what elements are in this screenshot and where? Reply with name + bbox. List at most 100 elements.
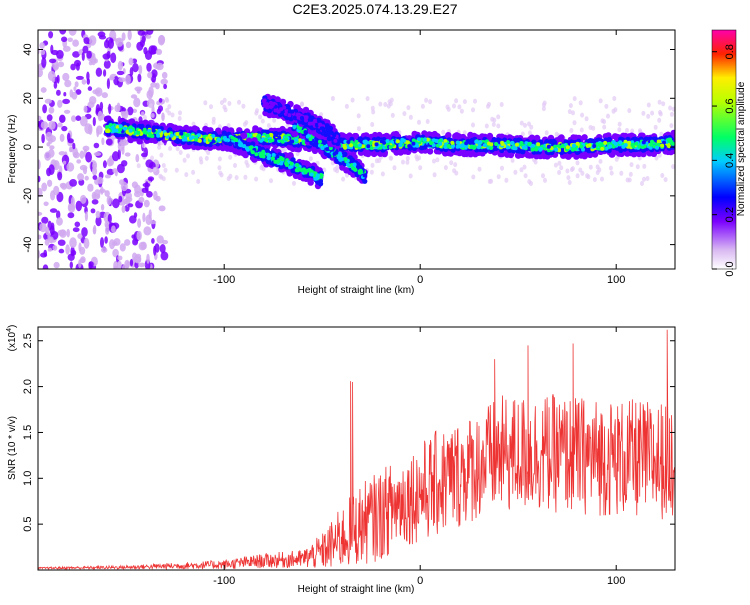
faint-speck: [357, 126, 361, 131]
faint-speck: [579, 100, 583, 105]
branch-2-ridge-point: [359, 170, 363, 174]
main-ridge-point: [667, 139, 671, 143]
main-ridge-point: [657, 140, 661, 144]
noise-speck: [98, 32, 106, 38]
noise-speck: [44, 151, 51, 160]
main-ridge-point: [474, 140, 478, 144]
faint-speck: [527, 179, 531, 184]
branch-3-ridge-point: [265, 105, 269, 109]
main-ridge-point: [417, 137, 421, 141]
faint-speck: [218, 171, 222, 176]
faint-speck: [393, 165, 397, 170]
noise-speck: [133, 98, 140, 108]
noise-speck: [83, 167, 87, 175]
faint-speck: [258, 115, 262, 120]
main-ridge-point: [456, 141, 460, 145]
snr-y-tick-label: 1.0: [22, 471, 34, 486]
noise-speck: [47, 232, 50, 241]
faint-speck: [602, 125, 606, 130]
main-ridge-point: [517, 148, 522, 153]
noise-speck: [101, 247, 107, 253]
noise-speck: [36, 68, 43, 77]
branch-2-ridge-point: [363, 173, 367, 177]
main-ridge-point: [438, 142, 442, 146]
faint-speck: [179, 150, 183, 155]
noise-speck: [112, 168, 117, 173]
main-ridge-point: [152, 129, 156, 133]
branch-1-ridge-point: [295, 163, 299, 167]
noise-speck: [87, 184, 93, 192]
main-ridge-point: [105, 125, 109, 129]
faint-speck: [600, 177, 604, 182]
branch-2-ridge-point: [304, 130, 308, 134]
noise-speck: [161, 251, 169, 260]
main-ridge-point: [346, 140, 350, 144]
branch-3-ridge-point: [316, 118, 321, 123]
main-ridge-point: [106, 129, 110, 133]
main-ridge-point: [527, 142, 531, 146]
faint-speck: [629, 172, 633, 177]
faint-speck: [444, 165, 448, 170]
noise-speck: [134, 191, 141, 197]
spectrogram-y-tick-label: 40: [22, 43, 34, 55]
noise-speck: [130, 259, 133, 266]
faint-speck: [473, 99, 477, 104]
noise-speck: [96, 177, 103, 184]
noise-speck: [40, 50, 45, 55]
noise-speck: [65, 244, 70, 254]
faint-speck: [641, 111, 645, 116]
main-ridge-point: [655, 146, 659, 150]
faint-speck: [568, 180, 572, 185]
main-ridge-point: [343, 144, 347, 148]
branch-1-ridge-point: [254, 152, 258, 156]
faint-speck: [471, 123, 475, 128]
faint-speck: [664, 177, 668, 182]
noise-speck: [156, 49, 162, 55]
faint-speck: [589, 165, 593, 170]
main-ridge-point: [447, 145, 451, 149]
faint-speck: [610, 171, 614, 176]
main-ridge-point: [522, 146, 526, 150]
faint-speck: [580, 128, 584, 133]
faint-speck: [254, 177, 258, 182]
noise-speck: [128, 30, 132, 40]
faint-speck: [389, 156, 393, 161]
faint-speck: [570, 167, 574, 172]
main-ridge-point: [358, 143, 362, 147]
noise-speck: [156, 196, 161, 202]
noise-speck: [73, 227, 80, 232]
main-ridge-point: [506, 145, 510, 149]
faint-speck: [657, 118, 661, 123]
main-ridge-point: [621, 145, 625, 149]
branch-2-ridge-point: [318, 140, 322, 144]
branch-2-ridge-point: [362, 179, 367, 184]
noise-speck: [59, 151, 66, 155]
noise-speck: [50, 208, 57, 213]
colorbar-tick-label: 0.0: [724, 261, 736, 276]
branch-2-ridge-point: [292, 125, 296, 129]
faint-speck: [151, 113, 155, 118]
noise-speck: [150, 82, 157, 87]
main-ridge-point: [460, 143, 464, 147]
noise-speck: [88, 261, 93, 267]
main-ridge-point: [600, 147, 604, 151]
main-ridge-point: [269, 133, 273, 137]
faint-speck: [471, 107, 475, 112]
faint-speck: [593, 177, 597, 182]
noise-speck: [84, 106, 88, 113]
main-ridge-point: [434, 139, 438, 143]
faint-speck: [640, 181, 644, 186]
faint-speck: [381, 172, 385, 177]
noise-speck: [57, 100, 62, 108]
main-ridge-point: [198, 139, 202, 143]
noise-speck: [66, 162, 74, 171]
faint-speck: [524, 173, 528, 178]
noise-speck: [131, 234, 135, 238]
noise-speck: [108, 104, 111, 115]
faint-speck: [269, 178, 273, 183]
faint-speck: [183, 158, 187, 163]
spectrogram-x-tick-label: 0: [417, 274, 423, 286]
main-ridge-point: [175, 132, 179, 136]
noise-speck: [93, 117, 96, 126]
